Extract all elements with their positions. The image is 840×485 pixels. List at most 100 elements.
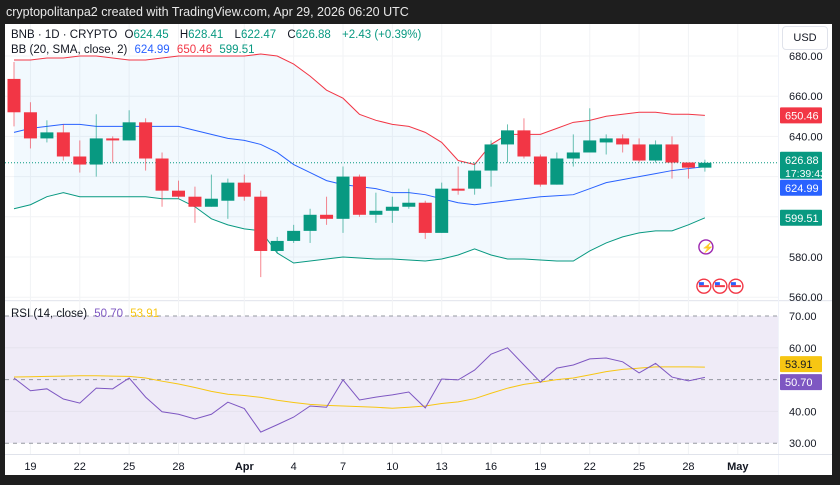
candle <box>73 140 87 173</box>
candle <box>122 110 136 141</box>
candle <box>106 136 120 163</box>
symbol-legend: BNB · 1D · CRYPTO O624.45 H628.41 L622.4… <box>11 29 425 41</box>
candle-body <box>468 170 482 189</box>
candle-body <box>698 162 712 168</box>
candle <box>23 102 37 149</box>
chart-canvas[interactable]: 680.00 660.00 640.00 580.00 560.00 650.46 626.… <box>5 24 832 475</box>
rsi-axis-label: 30.00 <box>789 438 817 450</box>
candle-body <box>533 156 547 185</box>
candle-body <box>517 130 531 157</box>
symbol-title[interactable]: BNB · 1D · CRYPTO <box>11 29 118 41</box>
candle <box>336 166 350 233</box>
time-axis-label: 28 <box>682 461 694 473</box>
flag-stripe <box>730 285 741 288</box>
candle-body <box>237 182 251 197</box>
candle <box>435 182 449 233</box>
candle <box>451 166 465 195</box>
flag-canton <box>730 282 736 286</box>
bb-lower-badge: 599.51 <box>780 209 822 226</box>
candle <box>583 108 597 153</box>
candle-body <box>418 202 432 233</box>
time-axis-label: 4 <box>291 461 297 473</box>
high-value: 628.41 <box>188 29 224 41</box>
candle <box>320 196 334 225</box>
candle-body <box>484 144 498 171</box>
bb-band-fill <box>14 53 705 264</box>
flag-canton <box>714 282 720 286</box>
candle-body <box>550 158 564 185</box>
candle <box>139 118 153 171</box>
candle <box>369 192 383 223</box>
candle-body <box>616 138 630 145</box>
candle-body <box>188 196 202 207</box>
candle <box>402 188 416 209</box>
candle-body <box>270 240 284 251</box>
candle-body <box>303 214 317 231</box>
candle <box>681 162 695 179</box>
candle <box>188 186 202 223</box>
rsi-line <box>13 347 706 433</box>
bb-lower-badge-text: 599.51 <box>785 213 819 225</box>
time-axis-label: 25 <box>633 461 645 473</box>
rsi-badge-bg <box>780 374 822 391</box>
candle-body <box>681 162 695 168</box>
candle-body <box>451 188 465 191</box>
candle-body <box>73 156 87 165</box>
currency-button[interactable]: USD <box>782 26 828 50</box>
rsi-ma-line <box>13 366 705 409</box>
rsi-ma-value: 53.91 <box>130 308 160 320</box>
candle <box>270 236 284 253</box>
bb-lower-value: 599.51 <box>219 44 255 56</box>
candle <box>501 124 514 163</box>
candle-body <box>7 78 21 113</box>
candle <box>468 162 482 195</box>
candle <box>7 62 21 127</box>
candle-body <box>583 140 597 153</box>
last-price-badge-bg <box>780 151 822 179</box>
close-label: C <box>287 29 296 41</box>
rsi-axis-label: 40.00 <box>789 406 817 418</box>
rsi-badge-text: 50.70 <box>785 377 813 389</box>
bb-upper-badge-text: 650.46 <box>785 110 819 122</box>
price-axis-label: 580.00 <box>789 252 823 264</box>
bb-basis-value: 624.99 <box>134 44 170 56</box>
rsi-value: 50.70 <box>94 308 124 320</box>
bb-basis-badge-text: 624.99 <box>785 183 819 195</box>
rsi-axis-label: 70.00 <box>789 311 817 323</box>
candle <box>649 140 663 163</box>
bb-basis-badge-bg <box>780 179 822 196</box>
rsi-ma-badge: 53.91 <box>780 356 822 373</box>
rsi-legend: RSI (14, close) 50.70 53.91 <box>11 308 163 320</box>
price-axis-label: 680.00 <box>789 51 823 63</box>
change-value: +2.43 (+0.39%) <box>342 29 422 41</box>
attribution-bar: cryptopolitanpa2 created with TradingVie… <box>0 0 840 24</box>
time-axis-label: 19 <box>24 461 36 473</box>
rsi-title[interactable]: RSI (14, close) <box>11 308 88 320</box>
time-axis-label: 13 <box>436 461 448 473</box>
rsi-ma-badge-text: 53.91 <box>785 359 813 371</box>
candle-body <box>139 122 153 159</box>
flag-stripe <box>698 285 709 288</box>
pane-divider <box>5 300 832 302</box>
close-value: 626.88 <box>295 29 331 41</box>
time-axis-label: 19 <box>534 461 546 473</box>
flag-canton <box>698 282 704 286</box>
price-axis-label: 640.00 <box>789 131 823 143</box>
candle <box>172 180 185 199</box>
countdown-text: 17:39:43 <box>785 168 826 180</box>
candle <box>484 140 498 187</box>
candle <box>599 134 613 155</box>
candle-body <box>56 132 70 157</box>
candle <box>155 152 169 207</box>
price-axis-label: 560.00 <box>789 292 823 304</box>
bb-title[interactable]: BB (20, SMA, close, 2) <box>11 44 128 56</box>
candle-body <box>89 138 103 165</box>
candle-body <box>435 188 449 233</box>
chart-area[interactable]: 680.00 660.00 640.00 580.00 560.00 650.46 626.… <box>5 24 832 475</box>
low-label: L <box>234 29 241 41</box>
open-label: O <box>124 29 134 41</box>
candle-body <box>649 144 663 161</box>
candle <box>204 174 218 207</box>
candle-body <box>155 158 169 191</box>
